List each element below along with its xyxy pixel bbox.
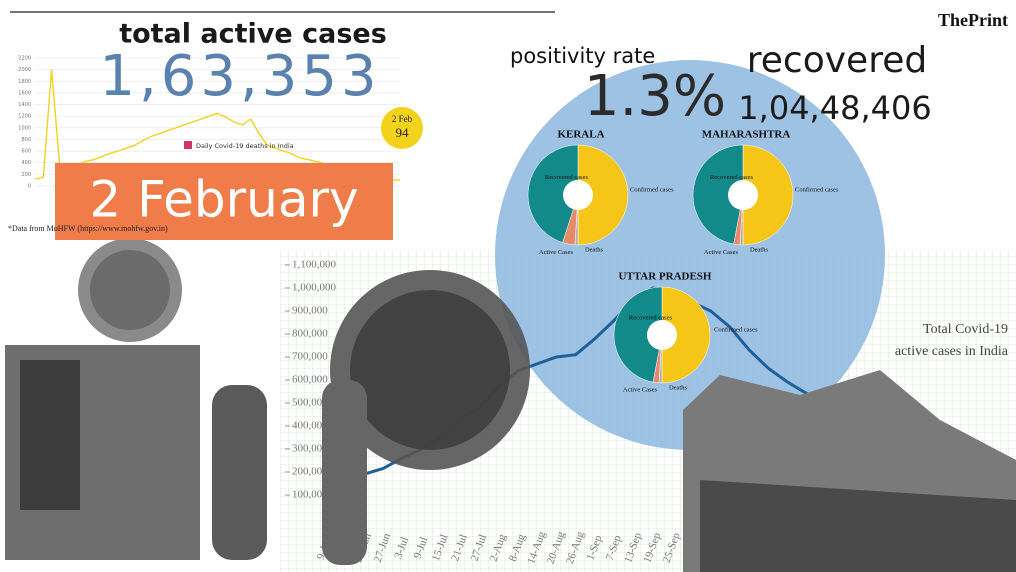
recovered-value: 1,04,48,406 bbox=[738, 89, 931, 127]
pie-label: Deaths bbox=[669, 384, 688, 391]
legend-swatch bbox=[184, 141, 192, 149]
y-tick-label: 1600 bbox=[18, 90, 31, 96]
y-tick-label: 0 bbox=[28, 184, 31, 190]
photo-person bbox=[212, 385, 267, 560]
virus-small-core bbox=[90, 250, 170, 330]
y-tick-label: 200,000 bbox=[292, 466, 328, 478]
state-pies: KERALA Confirmed cases Deaths Active Cases R… bbox=[527, 129, 839, 394]
y-tick-label: 500,000 bbox=[292, 397, 328, 409]
y-tick-label: 800 bbox=[21, 137, 31, 143]
y-tick-label: 1,000,000 bbox=[292, 282, 337, 294]
headline-value: 1,63,353 bbox=[99, 44, 380, 109]
chart-title: Total Covid-19 bbox=[923, 322, 1008, 337]
pie-slice bbox=[692, 144, 744, 245]
y-tick-label: 200 bbox=[21, 172, 31, 178]
y-tick-label: 400,000 bbox=[292, 420, 328, 432]
y-tick-label: 600,000 bbox=[292, 374, 328, 386]
pie-slice bbox=[527, 144, 579, 243]
y-tick-label: 2000 bbox=[18, 67, 31, 73]
pie-title: UTTAR PRADESH bbox=[618, 271, 711, 283]
pie-label: Recovered cases bbox=[710, 174, 754, 181]
y-tick-label: 1000 bbox=[18, 125, 31, 131]
pie-label: Deaths bbox=[750, 246, 769, 253]
photo-shadow bbox=[20, 360, 80, 510]
y-tick-label: 400 bbox=[21, 160, 31, 166]
pie-label: Active Cases bbox=[539, 249, 574, 256]
y-tick-label: 300,000 bbox=[292, 443, 328, 455]
pie-slice bbox=[613, 286, 663, 383]
virus-large-core bbox=[350, 290, 510, 450]
pie-slice bbox=[577, 144, 629, 246]
source: *Data from MoHFW (https://www.mohfw.gov.… bbox=[8, 224, 168, 233]
y-tick-label: 1,100,000 bbox=[292, 259, 337, 271]
y-tick-label: 900,000 bbox=[292, 305, 328, 317]
pie-label: Recovered cases bbox=[545, 174, 589, 181]
date: 2 February bbox=[89, 171, 358, 229]
y-tick-label: 1400 bbox=[18, 102, 31, 108]
chart-title: active cases in India bbox=[895, 344, 1009, 359]
recovered-label: recovered bbox=[747, 40, 927, 81]
photo-person bbox=[322, 380, 367, 565]
y-tick-label: 2200 bbox=[18, 56, 31, 62]
pie-hole bbox=[647, 320, 677, 350]
pie-hole bbox=[728, 180, 758, 210]
pie-title: KERALA bbox=[557, 129, 604, 141]
pie-label: Deaths bbox=[585, 246, 604, 253]
pie-label: Active Cases bbox=[704, 249, 739, 256]
pie-label: Confirmed cases bbox=[714, 326, 758, 333]
positivity-value: 1.3% bbox=[584, 64, 726, 129]
date-box bbox=[55, 163, 393, 240]
deaths-chart: 0 200 400 600 800 1000 1200 1400 1600 1800 2000 220… bbox=[18, 56, 423, 190]
headline-title: total active cases bbox=[119, 19, 387, 50]
y-tick-label: 1200 bbox=[18, 114, 31, 120]
y-tick-label: 800,000 bbox=[292, 328, 328, 340]
y-tick-label: 1800 bbox=[18, 79, 31, 85]
legend-label: Daily Covid-19 deaths in India bbox=[196, 142, 294, 150]
y-tick-label: 600 bbox=[21, 149, 31, 155]
positivity-label: positivity rate bbox=[510, 44, 655, 68]
y-tick-label: 100,000 bbox=[292, 489, 328, 501]
callout-value: 94 bbox=[396, 125, 410, 140]
pie-label: Recovered cases bbox=[629, 315, 673, 322]
pie-label: Active Cases bbox=[623, 387, 658, 394]
brand: ThePrint bbox=[938, 10, 1008, 30]
pie-hole bbox=[563, 180, 593, 210]
callout-date: 2 Feb bbox=[392, 114, 413, 124]
photo-patients bbox=[700, 480, 1016, 572]
pie-label: Confirmed cases bbox=[795, 186, 839, 193]
pie-title: MAHARASHTRA bbox=[702, 129, 791, 141]
pie-label: Confirmed cases bbox=[630, 186, 674, 193]
callout bbox=[381, 107, 423, 149]
pie-slice bbox=[742, 144, 794, 246]
y-tick-label: 700,000 bbox=[292, 351, 328, 363]
pie-slice bbox=[661, 286, 711, 384]
